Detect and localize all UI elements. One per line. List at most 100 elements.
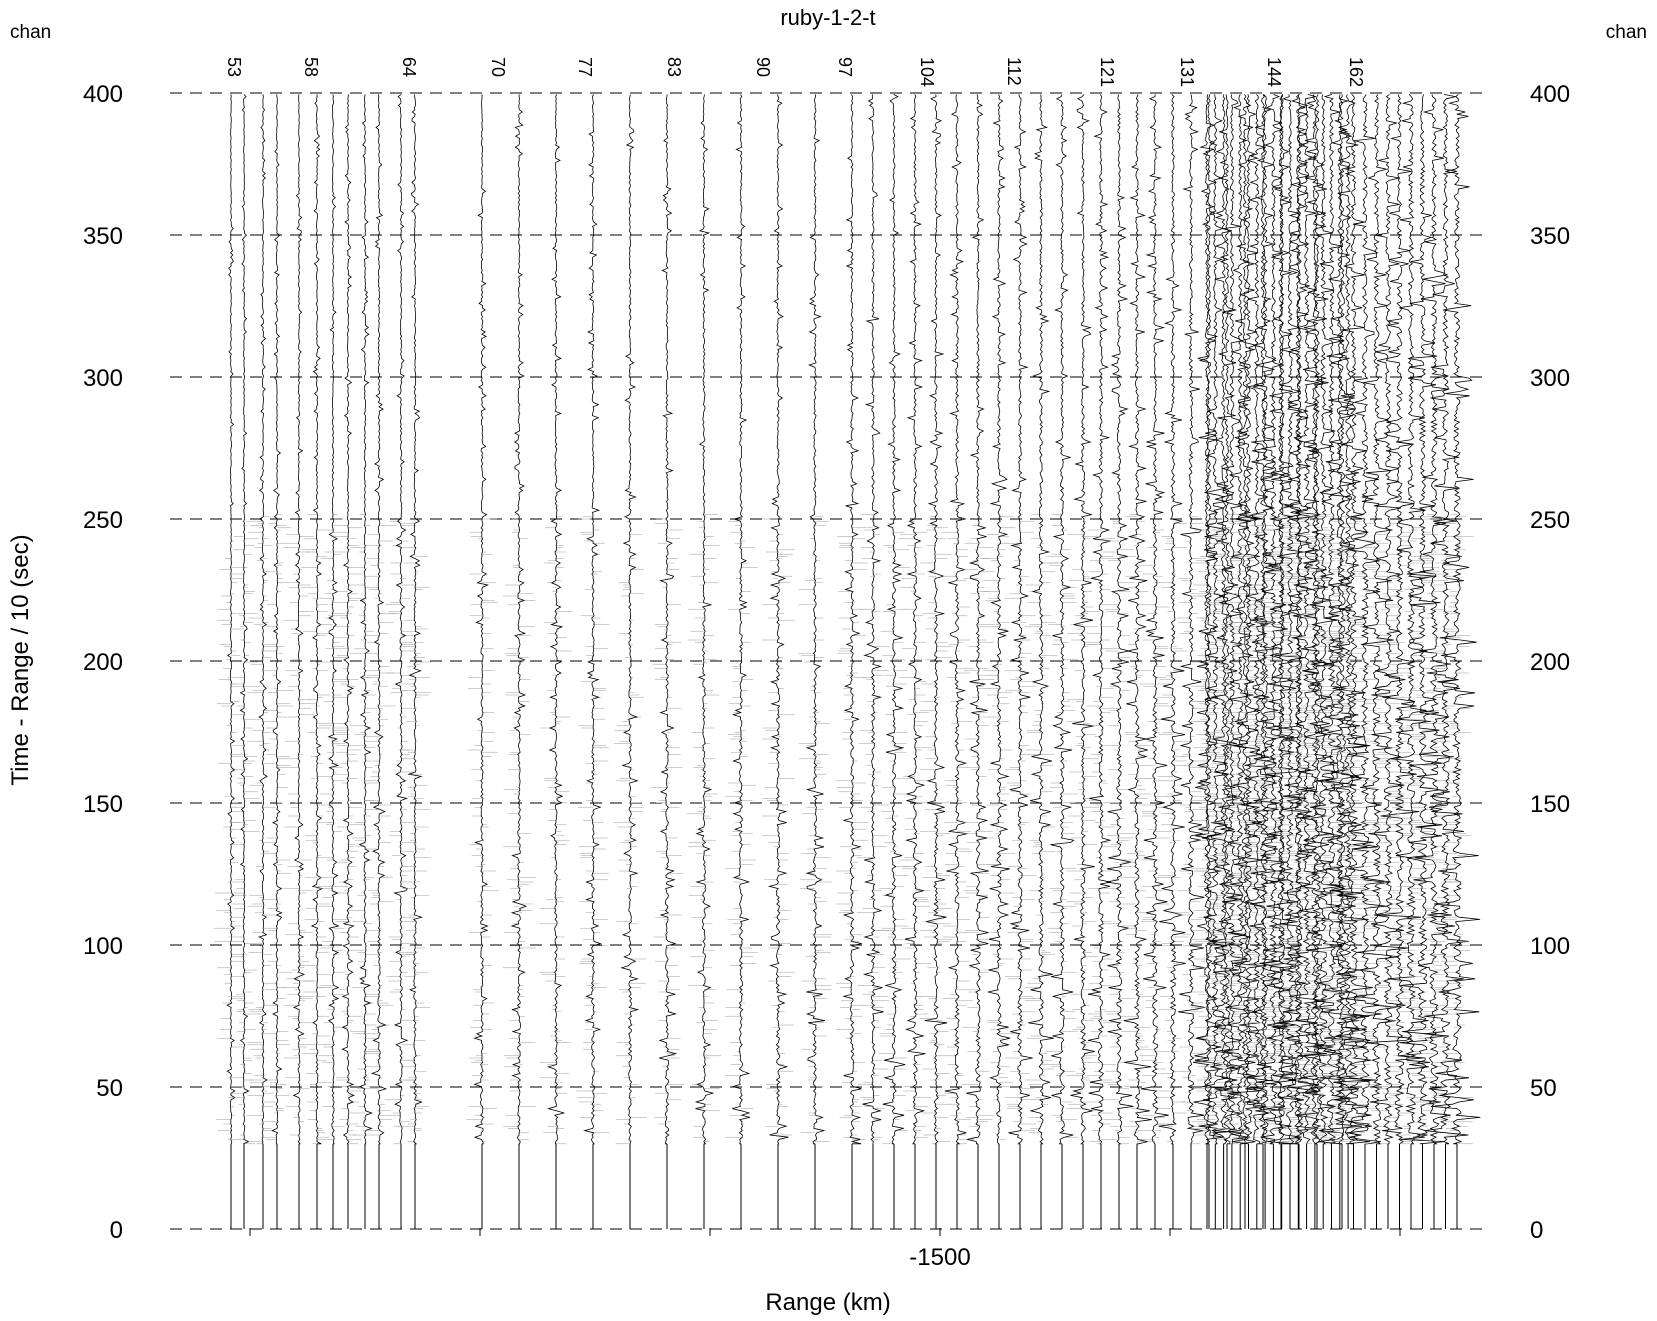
y-tick-label-right: 400 xyxy=(1530,81,1570,108)
trace xyxy=(384,94,418,1229)
trace xyxy=(1024,94,1058,1229)
trace-signal xyxy=(1215,94,1249,1145)
trace-noise xyxy=(1440,514,1474,1145)
y-tick-label-right: 350 xyxy=(1530,223,1570,250)
trace-signal xyxy=(1256,94,1292,1145)
trace-signal xyxy=(1272,94,1307,1145)
trace-noise xyxy=(1396,527,1428,1145)
trace-noise xyxy=(331,525,365,1145)
trace-signal xyxy=(258,94,269,1145)
trace-noise xyxy=(856,514,890,1140)
trace-signal xyxy=(1106,94,1134,1145)
y-tick-label-right: 100 xyxy=(1530,933,1570,960)
trace xyxy=(877,94,911,1229)
channel-labels: 53 58 64 70 77 83 90 97 104 112 121 131 144 162 xyxy=(224,57,1366,87)
trace xyxy=(961,94,995,1229)
channel-label: 53 xyxy=(224,57,244,77)
channel-label: 112 xyxy=(1004,57,1024,86)
trace-noise xyxy=(1156,523,1190,1142)
trace-noise xyxy=(724,520,758,1138)
y-tick-label-right: 250 xyxy=(1530,507,1570,534)
trace-signal xyxy=(924,94,948,1145)
trace-signal xyxy=(1317,94,1363,1145)
trace xyxy=(260,94,294,1229)
chart-title: ruby-1-2-t xyxy=(780,5,875,30)
trace xyxy=(398,94,432,1229)
trace-signal xyxy=(1305,94,1343,1145)
y-axis-right: 0 50 100 150 200 250 300 350 400 xyxy=(1530,81,1570,1244)
trace-signal xyxy=(904,94,926,1145)
trace xyxy=(724,94,758,1229)
trace xyxy=(576,94,610,1229)
channel-label: 90 xyxy=(753,57,773,77)
trace xyxy=(246,94,279,1229)
trace-signal xyxy=(1158,94,1186,1145)
y-axis-title: Time - Range / 10 (sec) xyxy=(7,534,34,785)
trace-signal xyxy=(226,94,236,1145)
trace-signal xyxy=(1295,94,1334,1145)
trace-signal xyxy=(1008,94,1033,1145)
trace-noise xyxy=(1085,529,1118,1145)
trace-noise xyxy=(398,523,432,1142)
trace-noise xyxy=(576,516,610,1134)
trace-signal xyxy=(658,94,678,1145)
trace-signal xyxy=(1398,94,1446,1145)
trace xyxy=(835,94,869,1229)
trace xyxy=(1430,94,1481,1229)
trace-noise xyxy=(214,540,248,1131)
trace-signal xyxy=(1319,94,1365,1145)
trace-signal xyxy=(1354,94,1399,1145)
trace-signal xyxy=(882,94,906,1145)
trace-noise xyxy=(300,514,334,1145)
trace xyxy=(798,94,832,1229)
x-tick-label: -1500 xyxy=(909,1244,970,1271)
trace xyxy=(1003,94,1037,1229)
trace-signal xyxy=(271,94,283,1145)
trace-noise xyxy=(1102,520,1136,1145)
trace-noise xyxy=(246,516,279,1145)
trace-signal xyxy=(1297,94,1336,1145)
y-tick-label: 350 xyxy=(83,223,123,250)
trace-signal xyxy=(341,94,355,1145)
trace-signal xyxy=(1050,94,1075,1145)
trace xyxy=(1256,94,1292,1229)
trace-signal xyxy=(620,94,640,1145)
trace-noise xyxy=(919,516,953,1145)
trace-signal xyxy=(1123,94,1152,1145)
x-axis-title: Range (km) xyxy=(765,1289,890,1316)
y-tick-label: 400 xyxy=(83,81,123,108)
trace xyxy=(282,94,316,1229)
y-tick-label-right: 50 xyxy=(1530,1075,1557,1102)
trace xyxy=(1156,94,1190,1229)
trace xyxy=(1248,94,1282,1229)
trace-noise xyxy=(1003,520,1037,1131)
trace-signal xyxy=(1238,94,1273,1145)
trace-signal xyxy=(1279,94,1320,1145)
trace xyxy=(1364,94,1412,1229)
trace-signal xyxy=(1198,94,1232,1145)
trace-signal xyxy=(407,94,424,1145)
trace-signal xyxy=(1178,94,1206,1145)
trace-signal xyxy=(1140,94,1169,1145)
trace-signal xyxy=(292,94,306,1145)
trace-noise xyxy=(613,520,647,1145)
y-tick-label: 100 xyxy=(83,933,123,960)
trace-signal xyxy=(1334,94,1377,1145)
trace-signal xyxy=(1424,94,1470,1145)
traces xyxy=(214,94,1481,1229)
trace xyxy=(316,94,350,1229)
trace-signal xyxy=(1262,94,1300,1145)
trace xyxy=(856,94,890,1229)
y-tick-label: 200 xyxy=(83,649,123,676)
trace xyxy=(214,94,248,1229)
channel-label: 70 xyxy=(488,57,508,77)
trace-noise xyxy=(982,516,1016,1140)
y-tick-label: 300 xyxy=(83,365,123,392)
channel-label: 77 xyxy=(575,57,595,77)
trace-signal xyxy=(1213,94,1244,1145)
corner-label-right: chan xyxy=(1606,22,1647,43)
trace-signal xyxy=(1223,94,1258,1145)
channel-label: 162 xyxy=(1346,57,1366,87)
trace-noise xyxy=(650,518,684,1125)
